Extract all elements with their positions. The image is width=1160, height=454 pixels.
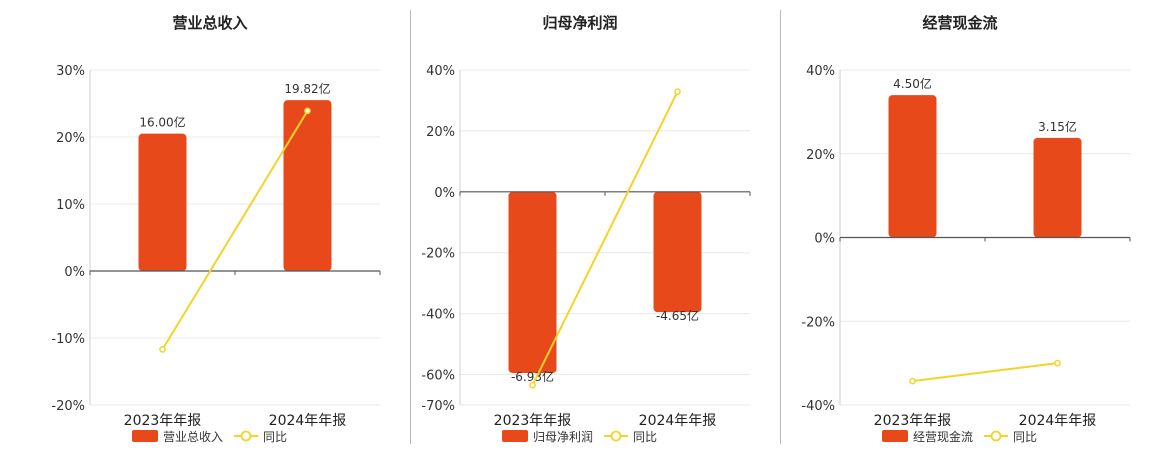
bar-data-label: -6.93亿 [511, 369, 554, 384]
chart-title: 经营现金流 [922, 14, 997, 32]
legend-line-marker [240, 430, 252, 442]
y-tick-label: -70% [421, 399, 455, 414]
yoy-point [1054, 359, 1061, 367]
y-tick-label: -60% [421, 369, 455, 384]
yoy-line [912, 362, 1058, 383]
legend-bar-label: 归母净利润 [533, 430, 593, 444]
bar [283, 100, 332, 272]
yoy-point [674, 88, 681, 95]
legend-bar-swatch [502, 430, 528, 442]
y-tick-label: 10% [56, 198, 85, 213]
y-tick-label: 40% [426, 64, 455, 79]
x-category-label: 2024年年报 [639, 413, 717, 429]
x-category-label: 2024年年报 [269, 413, 347, 429]
bar-data-label: 16.00亿 [139, 115, 185, 130]
y-tick-label: 20% [56, 131, 85, 146]
legend-bar-label: 营业总收入 [163, 430, 223, 444]
panel-divider [780, 10, 781, 444]
legend-bar-swatch [132, 430, 158, 442]
bar [138, 133, 187, 271]
y-tick-label: -20% [421, 247, 455, 262]
y-tick-label: 0% [434, 186, 455, 201]
chart-title: 营业总收入 [172, 14, 247, 32]
legend-line-marker [610, 430, 622, 442]
legend-bar-label: 经营现金流 [913, 429, 973, 444]
legend-line-label: 同比 [633, 430, 657, 444]
bar-data-label: -4.65亿 [656, 308, 699, 323]
bar [888, 95, 937, 238]
yoy-point [909, 377, 916, 385]
y-tick-label: -10% [51, 332, 85, 347]
bar [1033, 137, 1082, 238]
yoy-line [161, 110, 309, 350]
bar-data-label: 19.82亿 [284, 81, 330, 96]
legend-bar-swatch [882, 430, 908, 442]
y-tick-label: 0% [814, 232, 835, 247]
chart-title: 归母净利润 [542, 14, 617, 32]
y-tick-label: 40% [806, 64, 835, 79]
legend-line-marker [990, 430, 1002, 442]
bar-data-label: 4.50亿 [893, 76, 932, 91]
yoy-line [531, 91, 679, 386]
yoy-point [304, 107, 311, 115]
bar [653, 191, 702, 313]
yoy-point [159, 346, 166, 353]
y-tick-label: -20% [51, 399, 85, 414]
legend-line-label: 同比 [263, 430, 287, 444]
y-tick-label: -20% [801, 315, 835, 330]
yoy-point [529, 381, 536, 389]
y-tick-label: -40% [801, 399, 835, 414]
x-category-label: 2023年年报 [124, 413, 202, 429]
x-category-label: 2023年年报 [494, 413, 572, 429]
y-tick-label: 0% [64, 265, 85, 280]
y-tick-label: 20% [806, 148, 835, 163]
legend-line-label: 同比 [1013, 430, 1037, 444]
bar-data-label: 3.15亿 [1038, 119, 1077, 134]
y-tick-label: -40% [421, 308, 455, 323]
x-category-label: 2024年年报 [1019, 413, 1097, 429]
y-tick-label: 30% [56, 64, 85, 79]
x-category-label: 2023年年报 [874, 413, 952, 429]
y-tick-label: 20% [426, 125, 455, 140]
bar [508, 191, 557, 374]
panel-divider [410, 10, 411, 444]
